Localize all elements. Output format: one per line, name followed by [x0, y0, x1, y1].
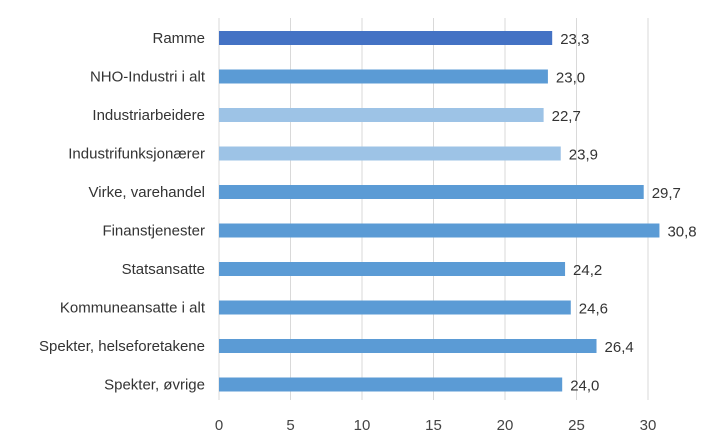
- data-label: 29,7: [652, 185, 681, 202]
- x-tick-label: 10: [354, 417, 371, 434]
- category-label: Industrifunksjonærer: [68, 146, 205, 163]
- data-label: 23,9: [569, 147, 598, 164]
- data-label: 26,4: [605, 339, 634, 356]
- data-label: 23,0: [556, 70, 585, 87]
- x-tick-label: 20: [497, 417, 514, 434]
- bar: [219, 377, 563, 392]
- bar: [219, 185, 644, 199]
- data-label: 22,7: [552, 108, 581, 125]
- bar: [219, 108, 544, 122]
- category-label: Finanstjenester: [102, 223, 205, 240]
- x-tick-label: 5: [286, 417, 294, 434]
- bar: [219, 31, 553, 45]
- data-label: 24,0: [570, 378, 599, 395]
- category-label: Spekter, helseforetakene: [39, 338, 205, 355]
- bar: [219, 223, 660, 238]
- category-label: Virke, varehandel: [89, 184, 205, 201]
- category-label: Statsansatte: [122, 261, 205, 278]
- category-label: NHO-Industri i alt: [90, 69, 206, 86]
- category-label: Industriarbeidere: [92, 107, 205, 124]
- bar: [219, 262, 566, 276]
- bar: [219, 300, 571, 315]
- data-label: 24,2: [573, 262, 602, 279]
- category-label: Kommuneansatte i alt: [60, 300, 206, 317]
- value-labels: 23,3 23,0 22,7 23,9 29,7 30,8 24,2 24,6 26,4 24,0: [552, 31, 697, 395]
- data-label: 24,6: [579, 301, 608, 318]
- bar: [219, 339, 597, 353]
- x-tick-label: 30: [640, 417, 657, 434]
- data-label: 23,3: [560, 31, 589, 48]
- data-label: 30,8: [667, 224, 696, 241]
- x-tick-label: 0: [215, 417, 223, 434]
- bar: [219, 146, 561, 161]
- category-labels: Ramme NHO-Industri i alt Industriarbeidere…: [39, 30, 206, 394]
- x-axis-tick-labels: 0 5 10 15 20 25 30: [215, 417, 657, 434]
- bar: [219, 69, 548, 84]
- category-label: Spekter, øvrige: [104, 377, 205, 394]
- x-tick-label: 25: [568, 417, 585, 434]
- x-tick-label: 15: [425, 417, 442, 434]
- category-label: Ramme: [152, 30, 205, 47]
- bars: [219, 31, 660, 392]
